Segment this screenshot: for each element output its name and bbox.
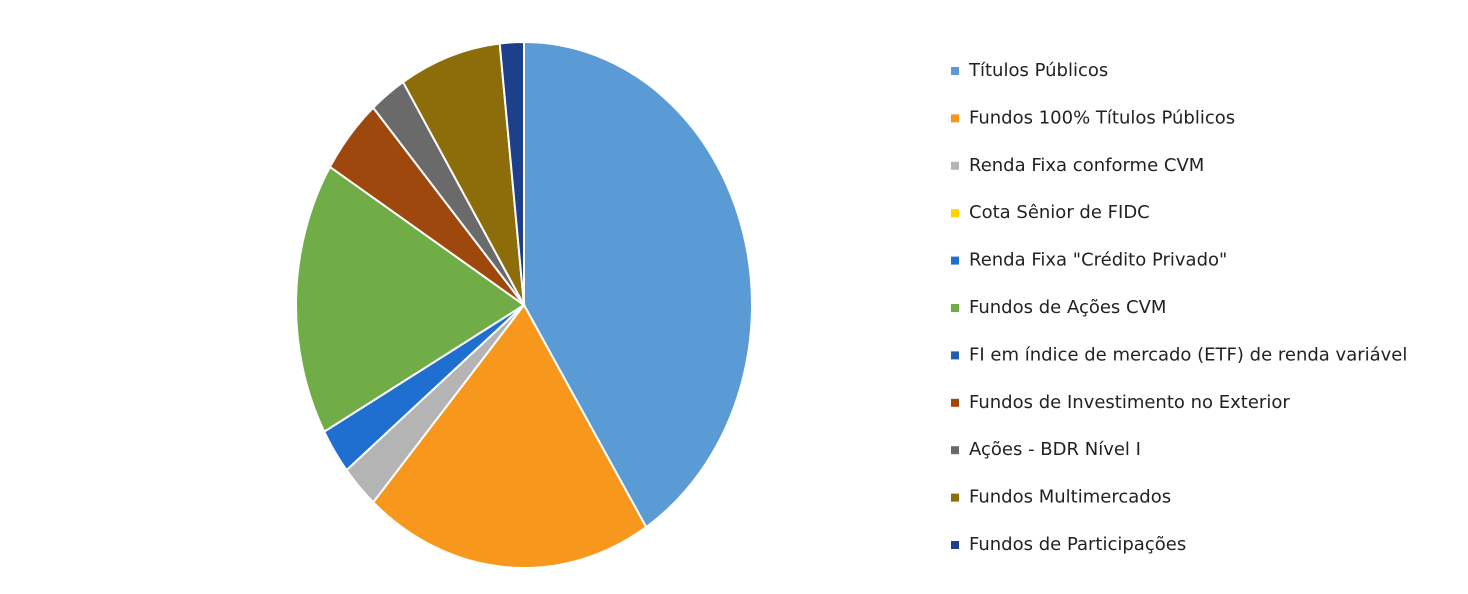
legend-swatch bbox=[951, 493, 959, 502]
legend-label: Renda Fixa conforme CVM bbox=[969, 155, 1204, 176]
legend-swatch bbox=[951, 351, 959, 360]
legend-label: Fundos Multimercados bbox=[969, 487, 1171, 508]
legend-swatch bbox=[951, 304, 959, 312]
legend-swatch bbox=[951, 446, 959, 455]
pie-slice bbox=[523, 40, 753, 529]
legend-label: Renda Fixa "Crédito Privado" bbox=[969, 250, 1227, 271]
legend-label: Fundos de Investimento no Exterior bbox=[969, 392, 1290, 413]
legend-swatch bbox=[951, 67, 959, 75]
pie-slice bbox=[371, 303, 648, 569]
legend-label: Títulos Públicos bbox=[968, 60, 1108, 81]
pie-slice bbox=[401, 42, 525, 306]
legend-label: Fundos de Ações CVM bbox=[969, 297, 1166, 318]
legend-label: FI em índice de mercado (ETF) de renda v… bbox=[969, 344, 1407, 365]
pie-slice bbox=[498, 40, 525, 306]
legend-label: Fundos 100% Títulos Públicos bbox=[969, 107, 1235, 128]
legend-swatch bbox=[951, 114, 959, 123]
legend-label: Fundos de Participações bbox=[969, 534, 1186, 555]
legend-label: Ações - BDR Nível I bbox=[969, 439, 1141, 460]
legend-swatch bbox=[951, 256, 959, 265]
legend-label: Cota Sênior de FIDC bbox=[969, 202, 1150, 223]
legend-swatch bbox=[951, 541, 959, 549]
legend-swatch bbox=[951, 161, 959, 170]
pie-slice bbox=[295, 165, 526, 434]
legend-swatch bbox=[951, 398, 959, 407]
legend-swatch bbox=[951, 209, 959, 218]
